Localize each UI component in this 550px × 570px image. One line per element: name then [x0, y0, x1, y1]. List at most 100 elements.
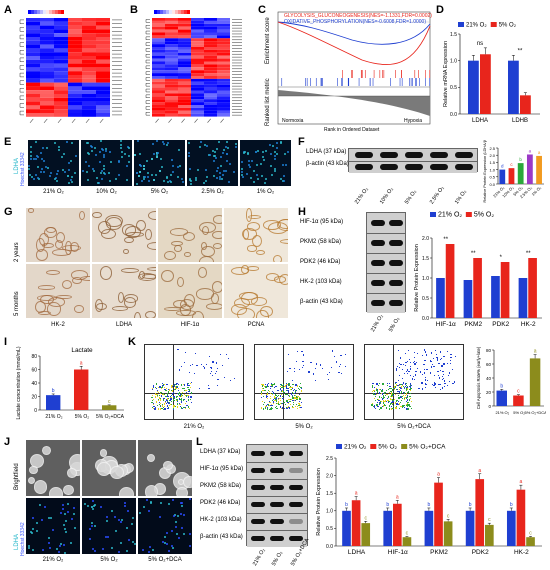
- nucleus-dot: [127, 146, 130, 149]
- nucleus-dot: [219, 177, 222, 180]
- flow-event: [400, 391, 402, 393]
- flow-event: [300, 406, 302, 408]
- heatmap-cell: [82, 90, 96, 94]
- tissue-structure: [211, 281, 222, 293]
- gene-label-line: [232, 24, 242, 26]
- nucleus-dot: [47, 536, 50, 539]
- nucleus-dot: [30, 175, 33, 178]
- flow-event: [166, 399, 168, 402]
- heatmap-cell: [40, 105, 54, 110]
- x-tick-label: 1% O₂: [530, 185, 542, 197]
- flow-event: [190, 382, 193, 384]
- nucleus-dot: [117, 173, 120, 176]
- heatmap-cell: [26, 90, 40, 94]
- h-band-21: [371, 260, 385, 266]
- flow-event: [227, 357, 230, 359]
- nucleus-dot: [62, 507, 65, 510]
- flow-event: [401, 377, 403, 379]
- nucleus-dot: [157, 152, 160, 155]
- nucleus-dot: [32, 516, 35, 519]
- flow-event: [397, 403, 400, 405]
- tissue-structure: [51, 248, 72, 257]
- nucleus-dot: [106, 535, 109, 538]
- flow-event: [443, 356, 445, 358]
- k-flow-label: 5% O₂: [295, 424, 313, 430]
- heatmap-cell: [96, 25, 110, 30]
- flow-event: [180, 385, 182, 387]
- flow-event: [188, 392, 190, 394]
- h-blot-row: [367, 213, 405, 233]
- heatmap-cell: [191, 52, 204, 56]
- nucleus-dot: [59, 511, 62, 514]
- nucleus-dot: [30, 146, 33, 149]
- flow-event: [262, 408, 264, 410]
- flow-event: [183, 387, 185, 389]
- colorbar-cell: [160, 10, 163, 14]
- flow-event: [159, 407, 161, 409]
- flow-event: [165, 408, 167, 410]
- heatmap-cell: [165, 23, 178, 27]
- nucleus-dot: [120, 542, 123, 545]
- significance-annotation: ns: [477, 41, 483, 47]
- flow-event: [377, 405, 379, 407]
- flow-event: [272, 400, 274, 402]
- gene-label-line: [232, 85, 242, 87]
- x-tick-label: 21% O₂: [495, 410, 509, 415]
- legend-label: 5% O₂: [474, 212, 495, 219]
- flow-event: [282, 388, 284, 391]
- gene-label-line: [232, 82, 242, 84]
- heatmap-cell: [152, 78, 165, 82]
- heatmap-cell: [217, 102, 230, 105]
- fluorescence-image: [240, 140, 291, 186]
- flow-event: [162, 386, 164, 388]
- flow-event: [157, 408, 159, 410]
- nucleus-dot: [151, 173, 154, 176]
- y-tick-label: 0.5: [489, 175, 495, 180]
- gene-label-line: [112, 50, 122, 51]
- flow-event: [278, 403, 280, 405]
- flow-event: [209, 372, 211, 374]
- nucleus-dot: [271, 144, 274, 147]
- nucleus-dot: [142, 164, 145, 167]
- heatmap-cell: [204, 73, 217, 76]
- y-tick-label: 80: [31, 354, 37, 360]
- flow-event: [405, 388, 407, 390]
- flow-event: [401, 368, 404, 371]
- flow-event: [296, 398, 298, 400]
- flow-event: [199, 388, 201, 390]
- flow-event: [407, 400, 409, 402]
- heatmap-cell: [191, 96, 204, 100]
- h-blot-label: HK-2 (103 kDa): [300, 279, 342, 285]
- flow-event: [193, 372, 196, 374]
- x-tick-label: 5% O₂+DCA: [96, 414, 125, 420]
- flow-event: [270, 386, 272, 388]
- nucleus-dot: [162, 141, 165, 144]
- y-tick-label: 1.0: [326, 509, 333, 515]
- flow-event: [157, 399, 159, 401]
- flow-event: [394, 393, 397, 395]
- nucleus-dot: [29, 157, 32, 160]
- tissue-structure: [195, 288, 215, 300]
- flow-event: [289, 385, 291, 387]
- nucleus-dot: [140, 179, 143, 182]
- flow-event: [405, 385, 407, 387]
- flow-event: [284, 404, 287, 406]
- nucleus-dot: [41, 548, 44, 551]
- heatmap-cell: [217, 52, 230, 56]
- flow-event: [179, 393, 181, 395]
- bar: [513, 395, 524, 406]
- f-band-actin: [355, 164, 373, 170]
- gene-label-line: [232, 106, 242, 107]
- tissue-structure: [233, 298, 250, 309]
- flow-event: [285, 387, 288, 389]
- nucleus-dot: [46, 166, 49, 169]
- dendrogram-branch: [145, 100, 150, 104]
- flow-event: [173, 385, 176, 387]
- heatmap-cell: [165, 99, 178, 103]
- flow-event: [283, 392, 285, 394]
- flow-event: [408, 350, 410, 352]
- bar: [473, 258, 482, 318]
- tissue-structure: [54, 239, 64, 250]
- dendrogram-branch: [19, 65, 24, 70]
